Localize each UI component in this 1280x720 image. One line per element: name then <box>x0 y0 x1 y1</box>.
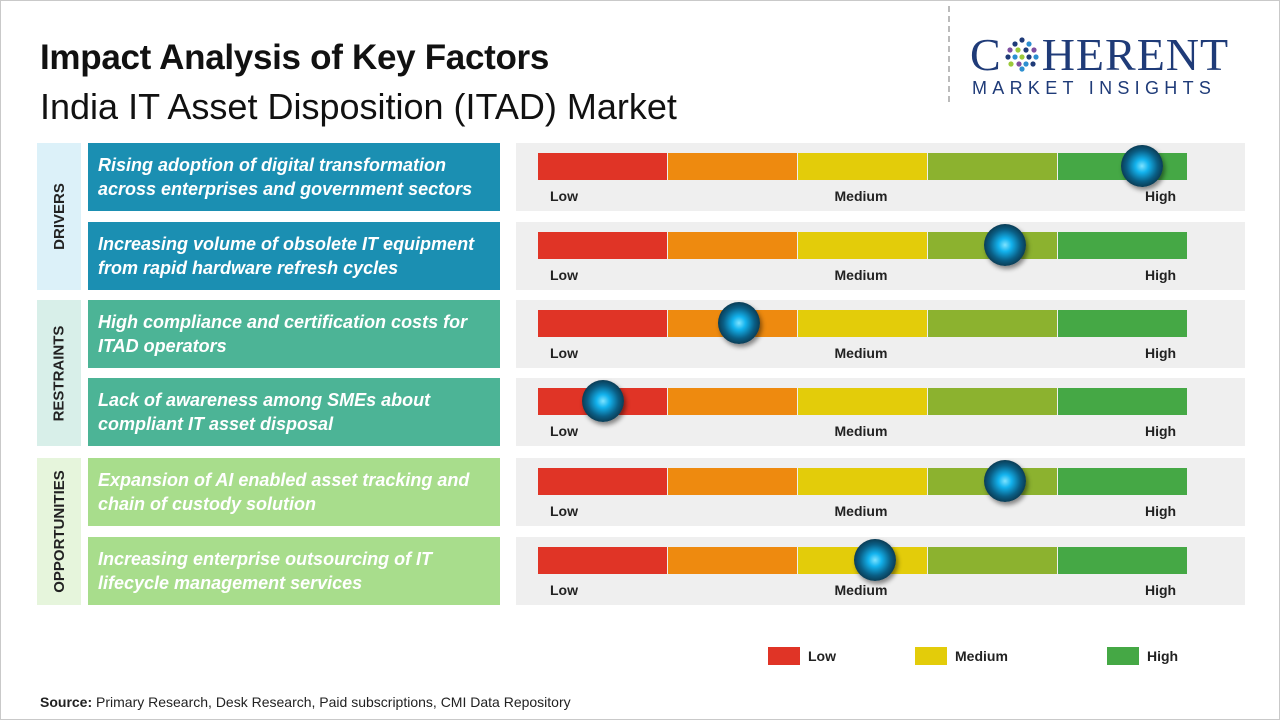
scale-label-medium: Medium <box>834 345 888 361</box>
impact-scale-row-4: Low Medium High <box>516 378 1245 446</box>
impact-marker <box>984 460 1027 502</box>
scale-segment-5 <box>1058 232 1187 259</box>
impact-scale-row-1: Low Medium High <box>516 143 1245 211</box>
scale-segment-2 <box>668 388 797 415</box>
scale-segment-1 <box>538 232 667 259</box>
scale-segment-2 <box>668 153 797 180</box>
header-divider <box>948 6 950 102</box>
page-title: Impact Analysis of Key Factors <box>40 38 550 77</box>
category-label: DRIVERS <box>50 183 68 250</box>
scale-label-medium: Medium <box>834 188 888 204</box>
legend-swatch <box>915 647 947 665</box>
logo-text-left: C <box>970 29 1002 80</box>
scale-segment-3 <box>798 310 927 337</box>
legend-swatch <box>768 647 800 665</box>
scale-label-medium: Medium <box>834 267 888 283</box>
logo-tagline: MARKET INSIGHTS <box>972 78 1217 98</box>
scale-segment-4 <box>928 547 1057 574</box>
scale-segment-5 <box>1058 468 1187 495</box>
impact-marker <box>718 302 761 344</box>
factor-2-text: Increasing volume of obsolete IT equipme… <box>88 222 500 290</box>
scale-segment-3 <box>798 388 927 415</box>
impact-scale-row-5: Low Medium High <box>516 458 1245 526</box>
scale-label-high: High <box>1145 267 1177 283</box>
scale-segment-2 <box>668 232 797 259</box>
scale-label-medium: Medium <box>834 423 888 439</box>
company-logo: C HERENT MARKET INSIGHTS <box>970 32 1260 104</box>
scale-label-low: Low <box>550 503 578 519</box>
factor-3-text: High compliance and certification costs … <box>88 300 500 368</box>
impact-scale-row-3: Low Medium High <box>516 300 1245 368</box>
factor-4-text: Lack of awareness among SMEs about compl… <box>88 378 500 446</box>
scale-label-high: High <box>1145 423 1177 439</box>
category-band-drivers: DRIVERS <box>37 143 81 290</box>
scale-segment-5 <box>1058 388 1187 415</box>
scale-segment-4 <box>928 388 1057 415</box>
scale-segment-5 <box>1058 310 1187 337</box>
scale-label-high: High <box>1145 503 1177 519</box>
legend-label: High <box>1147 648 1179 664</box>
category-band-restraints: RESTRAINTS <box>37 300 81 446</box>
logo-dot-grid-icon <box>1005 37 1039 72</box>
scale-label-high: High <box>1145 188 1177 204</box>
factor-5-text: Expansion of AI enabled asset tracking a… <box>88 458 500 526</box>
factor-6-text: Increasing enterprise outsourcing of IT … <box>88 537 500 605</box>
category-label: RESTRAINTS <box>50 325 68 421</box>
scale-label-high: High <box>1145 345 1177 361</box>
scale-segment-4 <box>928 153 1057 180</box>
category-label: OPPORTUNITIES <box>50 470 68 593</box>
scale-segment-2 <box>668 547 797 574</box>
scale-segment-1 <box>538 547 667 574</box>
page-subtitle: India IT Asset Disposition (ITAD) Market <box>40 86 677 127</box>
source-text: Primary Research, Desk Research, Paid su… <box>92 694 571 710</box>
source-label: Source: <box>40 694 93 710</box>
scale-label-low: Low <box>550 345 578 361</box>
impact-marker <box>854 539 897 581</box>
scale-segment-3 <box>798 153 927 180</box>
scale-segment-2 <box>668 468 797 495</box>
legend-label: Low <box>808 648 836 664</box>
factor-1-text: Rising adoption of digital transformatio… <box>88 143 500 211</box>
scale-segment-1 <box>538 310 667 337</box>
impact-marker <box>984 224 1027 266</box>
scale-segment-1 <box>538 468 667 495</box>
scale-segment-3 <box>798 468 927 495</box>
impact-marker <box>581 380 624 422</box>
scale-segment-3 <box>798 232 927 259</box>
scale-segment-5 <box>1058 547 1187 574</box>
category-band-opportunities: OPPORTUNITIES <box>37 458 81 605</box>
scale-label-medium: Medium <box>834 582 888 598</box>
impact-scale-row-2: Low Medium High <box>516 222 1245 290</box>
scale-label-medium: Medium <box>834 503 888 519</box>
scale-label-high: High <box>1145 582 1177 598</box>
scale-segment-4 <box>928 310 1057 337</box>
impact-marker <box>1120 145 1163 187</box>
scale-label-low: Low <box>550 188 578 204</box>
scale-label-low: Low <box>550 582 578 598</box>
scale-segment-1 <box>538 153 667 180</box>
impact-scale-row-6: Low Medium High <box>516 537 1245 605</box>
scale-label-low: Low <box>550 423 578 439</box>
legend-label: Medium <box>955 648 1008 664</box>
logo-text-right: HERENT <box>1041 29 1230 80</box>
logo-wordmark: C HERENT <box>970 32 1229 78</box>
legend-swatch <box>1107 647 1139 665</box>
source-note: Source: Primary Research, Desk Research,… <box>40 694 571 710</box>
scale-label-low: Low <box>550 267 578 283</box>
